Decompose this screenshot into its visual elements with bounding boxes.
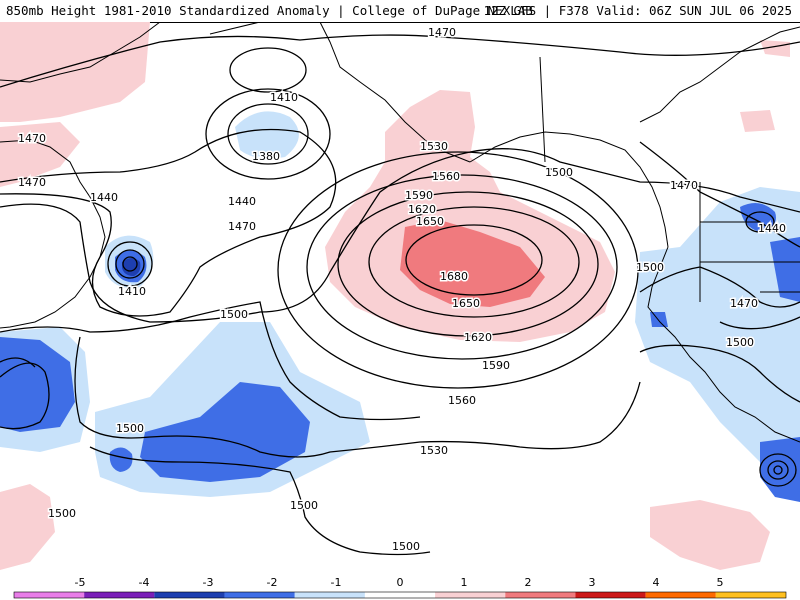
contour-label: 1380	[252, 150, 280, 163]
colorbar-tick-label: 1	[461, 576, 468, 589]
contour-label: 1650	[452, 297, 480, 310]
colorbar-tick-label: -4	[139, 576, 150, 589]
colorbar-swatches	[13, 591, 787, 599]
positive-anomaly-nw	[0, 22, 150, 122]
contour-label: 1500	[726, 336, 754, 349]
contour-label: 1620	[464, 331, 492, 344]
colorbar-graphic: -5 -4 -3 -2 -1 0 1 2 3 4 5	[13, 576, 787, 599]
colorbar-swatch	[505, 592, 576, 598]
negative-anomaly-se-corner	[760, 437, 800, 502]
height-contours	[0, 34, 800, 556]
title-bar: 850mb Height 1981-2010 Standardized Anom…	[0, 0, 800, 23]
anomaly-colorbar: -5 -4 -3 -2 -1 0 1 2 3 4 5	[0, 575, 800, 600]
positive-anomaly-se	[650, 500, 770, 570]
colorbar-outline	[13, 591, 787, 599]
negative-anomaly-kamchatka-core	[122, 258, 141, 276]
contour-label: 1470	[428, 26, 456, 39]
anomaly-map: 1470 1410 1380 1470 1470 1440 1440 1470 …	[0, 22, 800, 570]
colorbar-tick-label: 5	[717, 576, 724, 589]
contour-label: 1470	[228, 220, 256, 233]
colorbar-tick-label: -2	[267, 576, 278, 589]
contour-label: 1500	[636, 261, 664, 274]
positive-anomaly-w	[0, 122, 80, 187]
contour-label: 1500	[116, 422, 144, 435]
colorbar-swatch	[575, 592, 646, 598]
colorbar-swatch	[294, 592, 365, 598]
contour-label: 1680	[440, 270, 468, 283]
colorbar-ticks: -5 -4 -3 -2 -1 0 1 2 3 4 5	[75, 576, 724, 589]
colorbar-swatch	[715, 592, 786, 598]
negative-anomaly-west-us-outer	[635, 187, 800, 467]
colorbar-tick-label: -5	[75, 576, 86, 589]
contour-labels: 1470 1410 1380 1470 1470 1440 1440 1470 …	[17, 25, 788, 555]
negative-anomaly-pacific-mid	[140, 382, 310, 482]
model-valid-time: 12Z GFS | F378 Valid: 06Z SUN JUL 06 202…	[483, 3, 792, 18]
anomaly-shading	[0, 22, 800, 570]
strong-positive-anomaly	[400, 220, 545, 307]
contour-label: 1560	[432, 170, 460, 183]
negative-anomaly-west-us-mid2	[770, 237, 800, 302]
contour-label: 1470	[18, 132, 46, 145]
colorbar-tick-label: 0	[397, 576, 404, 589]
contour-label: 1530	[420, 140, 448, 153]
negative-anomaly-west-us-mid3	[650, 312, 668, 327]
positive-anomaly-ne1	[760, 40, 790, 57]
colorbar-swatch	[645, 592, 716, 598]
contour-label: 1530	[420, 444, 448, 457]
contour-label: 1500	[290, 499, 318, 512]
positive-anomaly-ne2	[740, 110, 775, 132]
contour-label: 1440	[228, 195, 256, 208]
colorbar-tick-label: 4	[653, 576, 660, 589]
colorbar-swatch	[14, 592, 85, 598]
colorbar-tick-label: 3	[589, 576, 596, 589]
coastlines	[0, 22, 800, 443]
contour-label: 1500	[392, 540, 420, 553]
negative-anomaly-west-us-mid	[740, 203, 776, 232]
contour-label: 1560	[448, 394, 476, 407]
colorbar-tick-label: 2	[525, 576, 532, 589]
positive-anomaly-sw	[0, 484, 55, 570]
contour-label: 1620	[408, 203, 436, 216]
map-title: 850mb Height 1981-2010 Standardized Anom…	[6, 3, 533, 18]
contour-label: 1410	[270, 91, 298, 104]
contour-label: 1470	[730, 297, 758, 310]
contour-label: 1470	[18, 176, 46, 189]
contour-label: 1440	[90, 191, 118, 204]
contour-label: 1440	[758, 222, 786, 235]
contour-label: 1650	[416, 215, 444, 228]
negative-anomaly-pacific-small	[109, 447, 133, 472]
contour-label: 1590	[482, 359, 510, 372]
negative-anomaly-alaska-low	[235, 111, 299, 159]
colorbar-tick-label: -1	[331, 576, 342, 589]
contour-label: 1410	[118, 285, 146, 298]
contour-label: 1470	[670, 179, 698, 192]
contour-label: 1500	[220, 308, 248, 321]
colorbar-swatch	[154, 592, 225, 598]
contour-label: 1500	[545, 166, 573, 179]
contour-label: 1500	[48, 507, 76, 520]
colorbar-swatch	[84, 592, 155, 598]
colorbar-tick-label: -3	[203, 576, 214, 589]
colorbar-swatch	[364, 592, 436, 598]
colorbar-swatch	[224, 592, 295, 598]
colorbar-swatch	[435, 592, 506, 598]
contour-label: 1590	[405, 189, 433, 202]
negative-anomaly-west-mid	[0, 337, 75, 432]
